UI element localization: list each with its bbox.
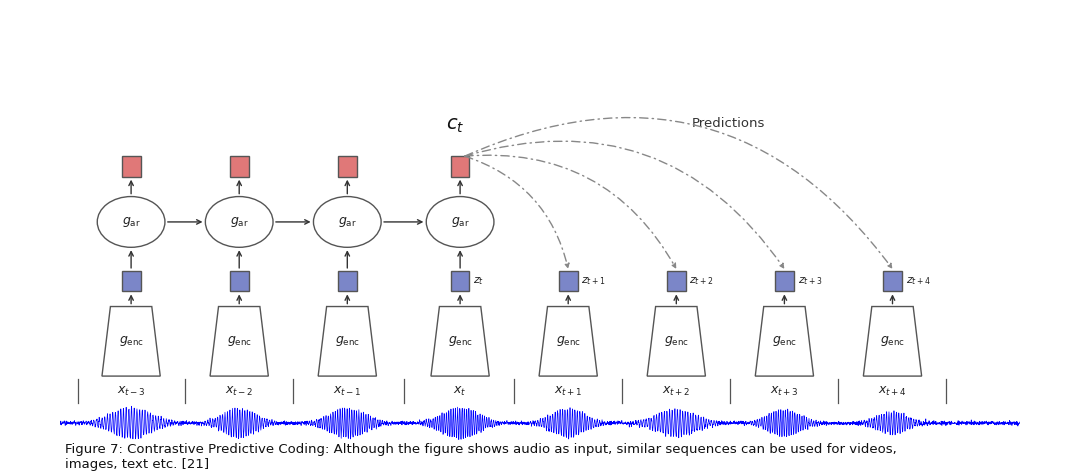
Polygon shape <box>863 307 921 376</box>
Text: $g_\mathrm{enc}$: $g_\mathrm{enc}$ <box>880 334 905 348</box>
Text: $g_\mathrm{ar}$: $g_\mathrm{ar}$ <box>338 215 356 229</box>
Text: $x_{t-3}$: $x_{t-3}$ <box>117 385 146 398</box>
Polygon shape <box>319 307 377 376</box>
Text: $x_{t+3}$: $x_{t+3}$ <box>770 385 799 398</box>
Bar <box>450 271 470 291</box>
Text: Predictions: Predictions <box>691 117 765 130</box>
Bar <box>338 156 356 177</box>
Bar <box>666 271 686 291</box>
Text: $z_{t+2}$: $z_{t+2}$ <box>689 275 714 287</box>
Text: $g_\mathrm{enc}$: $g_\mathrm{enc}$ <box>227 334 252 348</box>
Text: $x_{t+2}$: $x_{t+2}$ <box>662 385 690 398</box>
Polygon shape <box>102 307 160 376</box>
Text: $g_\mathrm{ar}$: $g_\mathrm{ar}$ <box>230 215 248 229</box>
Text: $g_\mathrm{enc}$: $g_\mathrm{enc}$ <box>335 334 360 348</box>
Text: $g_\mathrm{enc}$: $g_\mathrm{enc}$ <box>119 334 144 348</box>
Bar <box>122 271 140 291</box>
Polygon shape <box>539 307 597 376</box>
Text: $z_{t+3}$: $z_{t+3}$ <box>797 275 822 287</box>
Text: $g_\mathrm{ar}$: $g_\mathrm{ar}$ <box>450 215 470 229</box>
Bar <box>338 271 356 291</box>
Text: $g_\mathrm{enc}$: $g_\mathrm{enc}$ <box>555 334 581 348</box>
Ellipse shape <box>427 197 494 247</box>
Text: $c_t$: $c_t$ <box>446 115 464 134</box>
Text: $g_\mathrm{ar}$: $g_\mathrm{ar}$ <box>122 215 140 229</box>
Bar <box>122 156 140 177</box>
Text: $g_\mathrm{enc}$: $g_\mathrm{enc}$ <box>664 334 689 348</box>
Text: $x_t$: $x_t$ <box>454 385 467 398</box>
Text: $x_{t-2}$: $x_{t-2}$ <box>225 385 254 398</box>
Bar <box>775 271 794 291</box>
Text: $z_{t+1}$: $z_{t+1}$ <box>581 275 606 287</box>
Bar <box>450 156 470 177</box>
Text: $x_{t+4}$: $x_{t+4}$ <box>878 385 907 398</box>
Polygon shape <box>431 307 489 376</box>
Text: $z_{t+4}$: $z_{t+4}$ <box>906 275 931 287</box>
Ellipse shape <box>313 197 381 247</box>
FancyArrowPatch shape <box>464 118 892 268</box>
Bar <box>230 156 248 177</box>
Polygon shape <box>755 307 813 376</box>
Polygon shape <box>210 307 268 376</box>
FancyArrowPatch shape <box>464 155 675 268</box>
Text: $g_\mathrm{enc}$: $g_\mathrm{enc}$ <box>447 334 473 348</box>
FancyArrowPatch shape <box>464 141 783 268</box>
Polygon shape <box>647 307 705 376</box>
Ellipse shape <box>97 197 165 247</box>
Bar <box>558 271 578 291</box>
Text: $z_t$: $z_t$ <box>473 275 485 287</box>
Text: $x_{t+1}$: $x_{t+1}$ <box>554 385 582 398</box>
FancyArrowPatch shape <box>464 156 569 267</box>
Ellipse shape <box>205 197 273 247</box>
Text: images, text etc. [21]: images, text etc. [21] <box>65 458 210 471</box>
Bar <box>230 271 248 291</box>
Text: Figure 7: Contrastive Predictive Coding: Although the figure shows audio as inpu: Figure 7: Contrastive Predictive Coding:… <box>65 443 897 456</box>
Bar <box>883 271 902 291</box>
Text: $x_{t-1}$: $x_{t-1}$ <box>333 385 362 398</box>
Text: $g_\mathrm{enc}$: $g_\mathrm{enc}$ <box>772 334 797 348</box>
